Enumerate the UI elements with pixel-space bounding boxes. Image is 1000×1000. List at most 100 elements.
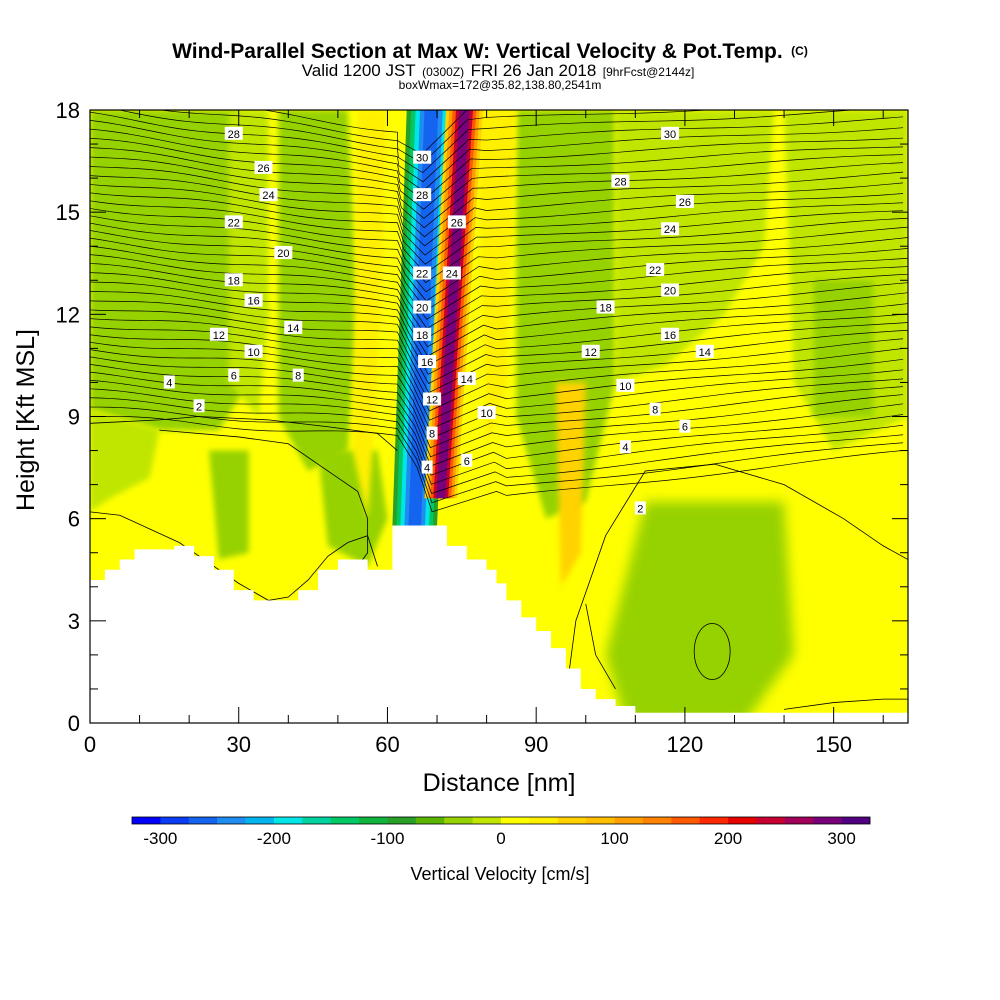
theta-contour-label: 18 — [224, 273, 243, 287]
theta-contour — [90, 166, 904, 238]
theta-contour-label-text: 12 — [426, 394, 438, 406]
theta-contour-label-text: 4 — [166, 377, 172, 389]
theta-contour-label-text: 16 — [247, 296, 259, 308]
colorbar-swatch — [642, 817, 672, 824]
label-backdrop — [611, 174, 630, 188]
theta-contour-label-text: 8 — [295, 371, 301, 383]
theta-contour-label: 26 — [675, 194, 694, 209]
theta-contour-label-text: 10 — [247, 347, 259, 359]
colorbar-swatch — [302, 817, 331, 824]
theta-contour — [90, 349, 904, 439]
theta-contour-label-text: 8 — [429, 429, 435, 441]
w-patch — [615, 110, 775, 383]
colorbar-swatch — [387, 817, 417, 824]
label-backdrop — [228, 368, 240, 382]
theta-contour — [90, 300, 908, 384]
theta-contour — [158, 110, 712, 164]
theta-contour-label-text: 22 — [228, 217, 240, 229]
w-patch — [516, 110, 616, 519]
colorbar-tick-label: 300 — [827, 829, 855, 848]
theta-contour-label: 2 — [634, 501, 646, 515]
colorbar-swatch — [359, 817, 388, 824]
theta-contour-label-text: 22 — [649, 265, 661, 277]
label-backdrop — [413, 150, 432, 164]
label-backdrop — [244, 344, 263, 358]
colorbar-swatch — [699, 817, 729, 824]
label-backdrop — [661, 222, 680, 236]
theta-contour — [90, 237, 908, 320]
theta-contour — [565, 463, 908, 696]
theta-contour-label-text: 14 — [461, 374, 473, 386]
x-axis-label: Distance [nm] — [423, 769, 576, 797]
theta-contour-label: 22 — [413, 266, 432, 280]
theta-contour-label: 28 — [413, 188, 432, 202]
colorbar-swatch — [217, 817, 246, 824]
theta-contour — [90, 334, 904, 421]
theta-contour-label: 10 — [616, 378, 635, 393]
colorbar-tick-label: -100 — [370, 829, 404, 848]
w-patch — [605, 501, 794, 723]
colorbar-swatch — [472, 817, 502, 824]
x-tick-label: 60 — [375, 732, 399, 757]
theta-contour-label-text: 4 — [424, 463, 430, 475]
theta-contour-label: 20 — [413, 300, 432, 315]
label-backdrop — [616, 378, 635, 392]
colorbar-swatch — [728, 817, 757, 824]
theta-contour — [90, 263, 908, 348]
theta-contour-label: 16 — [661, 327, 680, 342]
colorbar-tick-label: 200 — [714, 829, 742, 848]
theta-contour-closed — [693, 623, 731, 680]
theta-contour — [90, 208, 908, 284]
theta-contour-label: 30 — [413, 150, 432, 165]
chart-title: Wind-Parallel Section at Max W: Vertical… — [172, 40, 808, 63]
theta-contour-label: 26 — [447, 215, 466, 229]
label-backdrop — [447, 215, 466, 229]
colorbar-swatch — [415, 817, 445, 824]
theta-contour-label: 8 — [649, 402, 661, 417]
label-backdrop — [423, 392, 442, 406]
theta-contour-label-text: 20 — [416, 303, 428, 315]
theta-contour-label: 24 — [661, 222, 680, 236]
label-backdrop — [421, 460, 433, 474]
theta-contour — [90, 215, 908, 293]
label-backdrop — [224, 273, 243, 287]
theta-contour-label: 12 — [209, 327, 228, 342]
theta-contour — [90, 356, 904, 449]
label-backdrop — [413, 327, 432, 341]
colorbar-swatch — [273, 817, 303, 824]
theta-contour-label: 4 — [163, 375, 175, 389]
colorbar-tick-label: -300 — [143, 829, 177, 848]
label-backdrop — [254, 160, 273, 174]
theta-contour-label-text: 26 — [257, 163, 269, 175]
theta-contour-label-text: 20 — [277, 248, 289, 260]
theta-contour-label: 22 — [224, 215, 243, 229]
theta-contours — [90, 110, 908, 710]
theta-contour-label: 20 — [661, 283, 680, 297]
colorbar: -300 -200 -100 0 100 200 300 — [131, 816, 871, 848]
theta-contour — [90, 192, 904, 265]
y-axis-label: Height [Kft MSL] — [12, 329, 40, 511]
colorbar-tick-label: 0 — [496, 829, 505, 848]
theta-contour — [90, 156, 904, 229]
label-backdrop — [413, 188, 432, 202]
theta-contour — [90, 397, 904, 494]
label-backdrop — [426, 426, 438, 440]
theta-contour-label: 16 — [244, 293, 263, 308]
theta-contour-label: 8 — [426, 426, 438, 441]
label-backdrop — [679, 419, 691, 433]
colorbar-swatch — [330, 817, 360, 824]
label-backdrop — [461, 453, 473, 467]
label-backdrop — [274, 246, 293, 260]
colorbar-swatch — [813, 817, 842, 824]
theta-contour — [90, 406, 904, 504]
y-tick-label: 0 — [68, 711, 80, 736]
colorbar-swatch — [841, 817, 871, 824]
x-tick-label: 120 — [667, 732, 704, 757]
theta-contour-label: 6 — [228, 368, 240, 383]
theta-contour-label-text: 12 — [585, 347, 597, 359]
theta-contour — [90, 309, 908, 394]
theta-contour-label-text: 24 — [262, 190, 274, 202]
label-backdrop — [224, 126, 243, 140]
label-backdrop — [477, 406, 496, 420]
w-patch — [813, 280, 874, 417]
